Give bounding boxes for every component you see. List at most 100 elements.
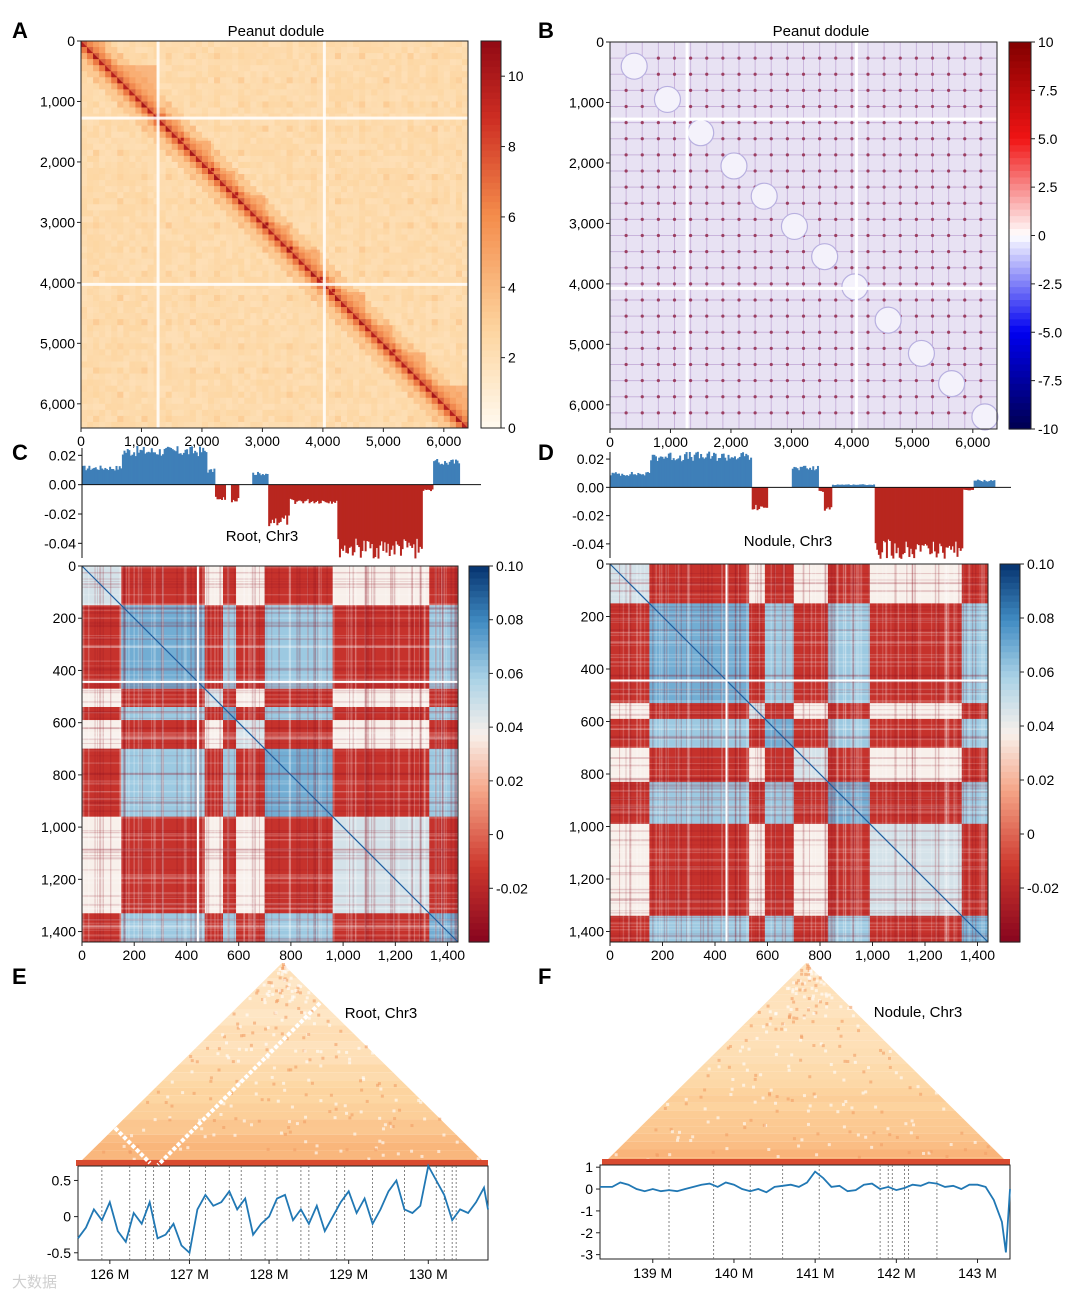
heatmap-A-cell bbox=[159, 343, 167, 350]
heatmap-A-cell bbox=[274, 174, 281, 181]
heatmap-A-cell bbox=[183, 325, 191, 332]
heatmap-A-cell bbox=[129, 198, 136, 205]
heatmap-A-cell bbox=[220, 313, 227, 320]
heatmap-A-cell bbox=[292, 95, 300, 102]
heatmap-A-cell bbox=[183, 174, 191, 181]
heatmap-A-cell bbox=[226, 385, 233, 393]
heatmap-A-cell bbox=[347, 421, 354, 429]
heatmap-A-cell bbox=[377, 71, 384, 78]
heatmap-A-cell bbox=[389, 161, 396, 169]
heatmap-A-cell bbox=[407, 301, 414, 308]
heatmap-B-dot bbox=[979, 266, 983, 270]
heatmap-A-cell bbox=[395, 143, 402, 151]
heatmap-A-cell bbox=[123, 246, 130, 254]
heatmap-A-cell bbox=[105, 240, 112, 247]
heatmap-A-cell bbox=[135, 174, 142, 181]
y-tick-label: 6,000 bbox=[569, 397, 604, 413]
colorbar-0-segment bbox=[481, 344, 501, 352]
heatmap-B-dot bbox=[930, 314, 935, 318]
heatmap-A-cell bbox=[135, 379, 142, 387]
heatmap-A-cell bbox=[310, 41, 318, 48]
heatmap-A-cell bbox=[407, 155, 414, 163]
heatmap-A-cell bbox=[341, 204, 348, 211]
heatmap-B-dot bbox=[866, 298, 870, 302]
heatmap-A-cell bbox=[117, 421, 124, 429]
heatmap-A-cell bbox=[443, 228, 451, 235]
heatmap-A-cell bbox=[371, 421, 378, 429]
heatmap-A-cell bbox=[443, 379, 451, 387]
heatmap-A-cell bbox=[201, 41, 209, 48]
heatmap-A-cell bbox=[159, 403, 167, 411]
heatmap-A-cell bbox=[220, 222, 227, 229]
heatmap-A-cell bbox=[419, 210, 427, 217]
heatmap-A-cell bbox=[147, 361, 154, 368]
heatmap-A-cell bbox=[359, 331, 366, 338]
heatmap-A-cell bbox=[407, 325, 414, 332]
heatmap-A-cell bbox=[322, 313, 330, 320]
heatmap-B-dot bbox=[624, 266, 628, 270]
heatmap-A-cell bbox=[147, 421, 154, 429]
heatmap-A-cell bbox=[341, 65, 348, 72]
heatmap-A-cell bbox=[214, 119, 221, 127]
heatmap-A-cell bbox=[407, 252, 414, 260]
heatmap-A-cell bbox=[99, 222, 106, 229]
heatmap-A-cell bbox=[214, 270, 221, 278]
heatmap-A-cell bbox=[347, 107, 354, 114]
heatmap-A-cell bbox=[195, 192, 203, 199]
heatmap-A-cell bbox=[256, 119, 263, 127]
heatmap-A-cell bbox=[105, 95, 112, 102]
heatmap-A-cell bbox=[141, 349, 148, 356]
heatmap-A-cell bbox=[389, 143, 396, 151]
heatmap-A-cell bbox=[280, 349, 287, 356]
heatmap-A-cell bbox=[310, 198, 318, 205]
heatmap-A-cell bbox=[81, 415, 88, 423]
heatmap-B-dot bbox=[656, 72, 660, 76]
heatmap-A-cell bbox=[123, 89, 130, 96]
heatmap-A-cell bbox=[286, 101, 294, 108]
heatmap-B-dot bbox=[866, 266, 870, 270]
heatmap-A-cell bbox=[189, 107, 197, 114]
heatmap-A-cell bbox=[189, 355, 197, 362]
heatmap-A-cell bbox=[262, 95, 269, 102]
heatmap-B-dot bbox=[721, 379, 725, 383]
heatmap-A-cell bbox=[383, 149, 390, 157]
heatmap-A-cell bbox=[341, 319, 348, 326]
heatmap-A-cell bbox=[220, 186, 227, 193]
heatmap-A-cell bbox=[147, 276, 154, 284]
heatmap-A-cell bbox=[298, 264, 306, 272]
heatmap-A-cell bbox=[226, 204, 233, 211]
heatmap-A-cell bbox=[165, 307, 173, 314]
heatmap-A-cell bbox=[195, 59, 203, 66]
heatmap-A-cell bbox=[183, 53, 191, 60]
heatmap-A-cell bbox=[238, 186, 245, 193]
heatmap-A-cell bbox=[322, 41, 330, 48]
heatmap-A-cell bbox=[359, 361, 366, 368]
heatmap-B-dot bbox=[914, 201, 918, 205]
heatmap-B-dot bbox=[979, 395, 983, 399]
heatmap-A-cell bbox=[165, 301, 173, 308]
heatmap-A-cell bbox=[105, 397, 112, 405]
heatmap-A-cell bbox=[117, 307, 124, 314]
heatmap-A-cell bbox=[407, 125, 414, 133]
heatmap-A-cell bbox=[395, 53, 402, 60]
heatmap-A-cell bbox=[407, 294, 414, 302]
heatmap-A-cell bbox=[214, 282, 221, 290]
heatmap-A-cell bbox=[431, 119, 439, 127]
heatmap-A-cell bbox=[105, 270, 112, 278]
heatmap-A-cell bbox=[310, 143, 318, 151]
heatmap-A-cell bbox=[183, 415, 191, 423]
heatmap-B-dot bbox=[882, 346, 886, 350]
heatmap-B-dot bbox=[672, 314, 677, 318]
heatmap-A-cell bbox=[347, 282, 354, 290]
heatmap-A-cell bbox=[389, 192, 396, 199]
heatmap-A-cell bbox=[365, 349, 372, 356]
heatmap-A-cell bbox=[431, 228, 439, 235]
heatmap-A-cell bbox=[207, 355, 215, 362]
heatmap-A-cell bbox=[220, 319, 227, 326]
panel-label-B: B bbox=[538, 18, 554, 43]
heatmap-A-cell bbox=[214, 107, 221, 114]
heatmap-A-cell bbox=[87, 71, 94, 78]
heatmap-A-cell bbox=[304, 343, 312, 350]
heatmap-A-cell bbox=[183, 337, 191, 344]
heatmap-A-cell bbox=[165, 319, 173, 326]
